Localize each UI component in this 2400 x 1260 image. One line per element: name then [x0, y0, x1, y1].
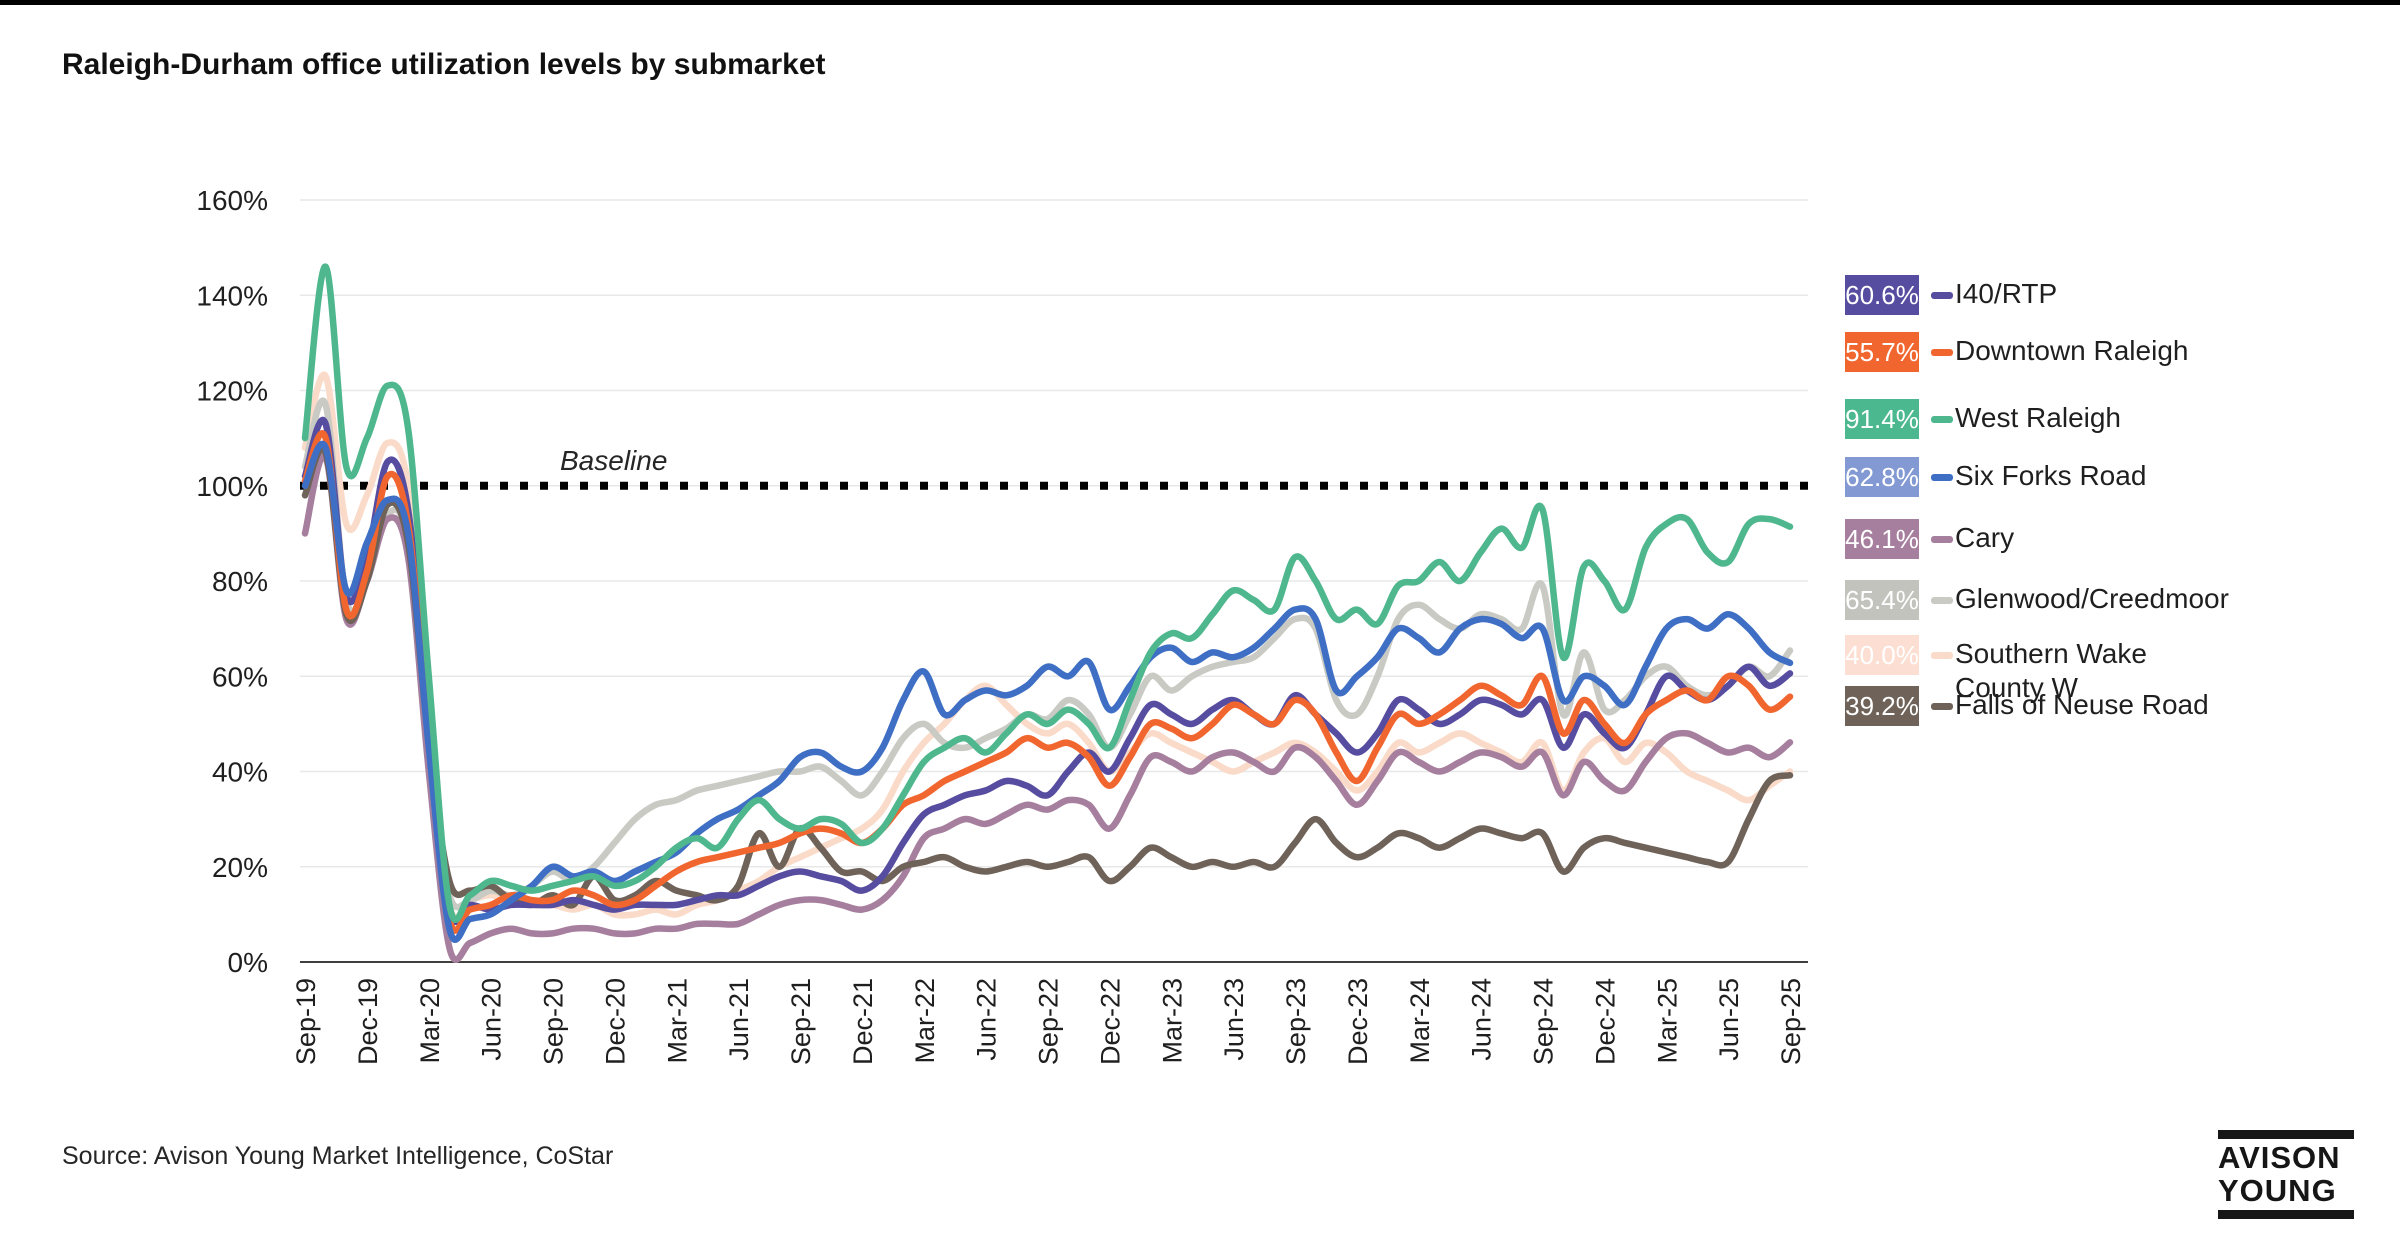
legend-item-label: West Raleigh — [1955, 402, 2122, 433]
legend-line-swatch — [1931, 415, 1953, 423]
y-axis-label: 60% — [212, 661, 268, 692]
x-axis-label: Mar-22 — [910, 978, 940, 1064]
chart-canvas: 0% 20% 40% 60% 80% 100% 120% 140% 160% Sep-19 Dec-… — [196, 185, 1808, 1065]
series-line-cary — [301, 452, 1794, 963]
y-axis-label: 100% — [196, 471, 268, 502]
baseline-label: Baseline — [560, 445, 667, 476]
legend-item-west-raleigh: 91.4% West Raleigh — [1845, 397, 2121, 441]
x-axis-label: Jun-24 — [1467, 978, 1497, 1061]
legend-line-swatch — [1931, 651, 1953, 659]
legend-line-swatch — [1931, 348, 1953, 356]
legend-value-badge: 39.2% — [1845, 686, 1919, 726]
legend-item-cary: 46.1% Cary — [1845, 517, 2014, 561]
legend-line-swatch — [1931, 473, 1953, 481]
top-border-bar — [0, 0, 2400, 5]
source-text: Source: Avison Young Market Intelligence… — [62, 1142, 614, 1170]
x-axis-label: Mar-24 — [1405, 978, 1435, 1064]
series-line-west-raleigh — [301, 263, 1794, 923]
x-axis-label: Jun-22 — [972, 978, 1002, 1061]
x-axis-label: Sep-25 — [1776, 978, 1806, 1065]
x-axis-label: Mar-25 — [1652, 978, 1682, 1064]
legend-item-glenwood-creedmoor: 65.4% Glenwood/Creedmoor — [1845, 578, 2229, 622]
series-line-downtown-raleigh — [301, 430, 1794, 934]
legend-item-label: Downtown Raleigh — [1955, 335, 2189, 366]
x-axis-label: Dec-20 — [600, 978, 630, 1065]
legend-value-badge: 46.1% — [1845, 519, 1919, 559]
legend-item-label: Southern Wake County W — [1955, 638, 2147, 703]
series-line-i40-rtp — [301, 416, 1794, 926]
logo-line1: AVISON — [2218, 1140, 2341, 1175]
x-axis-label: Sep-23 — [1281, 978, 1311, 1065]
legend-item-downtown-raleigh: 55.7% Downtown Raleigh — [1845, 330, 2188, 374]
legend-value-badge: 60.6% — [1845, 275, 1919, 315]
legend-value-badge: 62.8% — [1845, 457, 1919, 497]
legend-item-southern-wake-county-w: 40.0% Southern Wake County W — [1845, 633, 2147, 703]
x-axis-label: Dec-23 — [1343, 978, 1373, 1065]
legend-item-label: Cary — [1955, 522, 2015, 553]
legend-line-swatch — [1931, 702, 1953, 710]
legend-line-swatch — [1931, 291, 1953, 299]
legend-item-label: Glenwood/Creedmoor — [1955, 583, 2229, 614]
utilization-line-chart: 0% 20% 40% 60% 80% 100% 120% 140% 160% Sep-19 Dec-… — [196, 185, 1808, 1065]
y-axis-label: 140% — [196, 280, 268, 311]
y-axis-label: 40% — [212, 757, 268, 788]
legend-line-swatch — [1931, 535, 1953, 543]
logo-bar-bottom — [2218, 1210, 2354, 1219]
x-axis-label: Dec-24 — [1590, 978, 1620, 1065]
x-axis-label: Sep-19 — [291, 978, 321, 1065]
y-axis-label: 120% — [196, 376, 268, 407]
x-axis-label: Sep-22 — [1034, 978, 1064, 1065]
avison-young-logo: AVISON YOUNG — [2218, 1130, 2354, 1219]
x-axis-label: Sep-24 — [1529, 978, 1559, 1065]
legend-value-badge: 91.4% — [1845, 399, 1919, 439]
x-axis-label: Sep-21 — [786, 978, 816, 1065]
x-axis-label: Jun-20 — [477, 978, 507, 1061]
x-axis-label: Jun-21 — [724, 978, 754, 1061]
logo-line2: YOUNG — [2218, 1173, 2337, 1208]
legend-item-label: I40/RTP — [1955, 278, 2058, 309]
x-axis-label: Sep-20 — [539, 978, 569, 1065]
legend-value-badge: 55.7% — [1845, 332, 1919, 372]
legend-item-label: Falls of Neuse Road — [1955, 689, 2209, 720]
y-axis-label: 160% — [196, 185, 268, 216]
x-axis-label: Mar-23 — [1157, 978, 1187, 1064]
legend-line-swatch — [1931, 596, 1953, 604]
y-axis-label: 0% — [228, 947, 268, 978]
legend-item-label: Six Forks Road — [1955, 460, 2147, 491]
logo-bar-top — [2218, 1130, 2354, 1139]
x-axis-label: Jun-25 — [1714, 978, 1744, 1061]
legend-value-badge: 65.4% — [1845, 580, 1919, 620]
x-axis-label: Dec-22 — [1095, 978, 1125, 1065]
x-axis-label: Jun-23 — [1219, 978, 1249, 1061]
x-axis-label: Mar-21 — [662, 978, 692, 1064]
legend-item-six-forks-road: 62.8% Six Forks Road — [1845, 455, 2146, 499]
series-line-six-forks-road — [301, 440, 1794, 943]
x-axis-label: Dec-21 — [848, 978, 878, 1065]
y-axis-label: 80% — [212, 566, 268, 597]
legend-item-i40-rtp: 60.6% I40/RTP — [1845, 273, 2057, 317]
y-axis-label: 20% — [212, 852, 268, 883]
x-axis-label: Dec-19 — [353, 978, 383, 1065]
page-title: Raleigh-Durham office utilization levels… — [62, 48, 826, 81]
legend-value-badge: 40.0% — [1845, 635, 1919, 675]
x-axis-label: Mar-20 — [415, 978, 445, 1064]
legend-item-falls-of-neuse-road: 39.2% Falls of Neuse Road — [1845, 684, 2209, 728]
